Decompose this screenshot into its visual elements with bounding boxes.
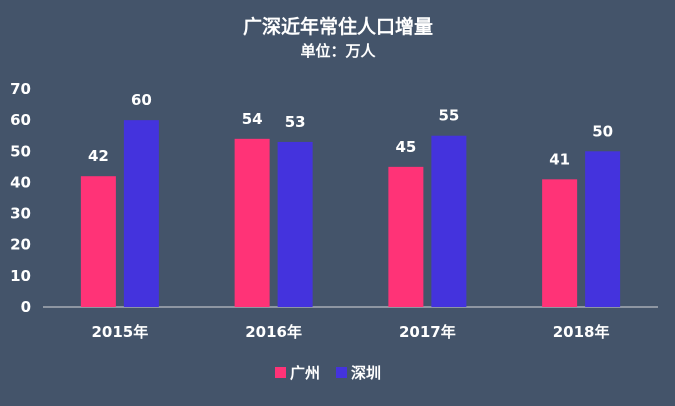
x-tick-label: 2016年	[245, 323, 302, 341]
data-label: 53	[285, 113, 306, 131]
data-label: 41	[549, 150, 570, 168]
legend: 广州 深圳	[275, 364, 381, 382]
legend-label: 广州	[290, 364, 320, 382]
legend-swatch	[275, 367, 286, 378]
bar-guangzhou-0	[80, 176, 116, 307]
y-tick-label: 10	[10, 267, 31, 285]
data-label: 42	[88, 147, 109, 165]
bar-guangzhou-1	[234, 138, 270, 307]
y-tick-label: 20	[10, 236, 31, 254]
data-label: 60	[131, 91, 152, 109]
x-tick-label: 2017年	[399, 323, 456, 341]
y-tick-label: 30	[10, 205, 31, 223]
legend-swatch	[336, 367, 347, 378]
y-axis-ticks: 0 10 20 30 40 50 60 70	[10, 80, 31, 316]
y-tick-label: 50	[10, 142, 31, 160]
chart-subtitle: 单位：万人	[300, 42, 376, 60]
y-tick-label: 70	[10, 80, 31, 98]
chart-title: 广深近年常住人口增量	[243, 15, 433, 38]
bar-shenzhen-1	[277, 141, 313, 307]
data-label: 50	[592, 122, 613, 140]
bar-guangzhou-3	[542, 179, 578, 307]
bar-guangzhou-2	[388, 166, 424, 307]
x-axis-labels: 2015年 2016年 2017年 2018年	[92, 323, 610, 341]
x-tick-label: 2018年	[553, 323, 610, 341]
bars: 42 60 54 53 45 55 41 50	[80, 91, 621, 308]
y-tick-label: 0	[21, 298, 31, 316]
data-label: 54	[242, 110, 263, 128]
y-tick-label: 40	[10, 173, 31, 191]
y-tick-label: 60	[10, 111, 31, 129]
data-label: 55	[438, 107, 459, 125]
bar-shenzhen-0	[123, 120, 159, 308]
data-label: 45	[395, 138, 416, 156]
bar-shenzhen-3	[585, 151, 621, 307]
legend-label: 深圳	[351, 364, 381, 382]
bar-shenzhen-2	[431, 135, 467, 307]
x-tick-label: 2015年	[92, 323, 149, 341]
